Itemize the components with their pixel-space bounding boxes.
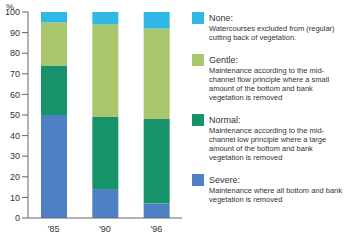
html-text:Maintenance according to the m: Maintenance according to the mid-channel… — [209, 126, 327, 162]
svg-text:'90: '90 — [99, 224, 111, 234]
html-text:Normal:: Normal: — [209, 115, 241, 125]
svg-text:'85: '85 — [48, 224, 60, 234]
svg-text:80: 80 — [10, 48, 20, 58]
html-text:Maintenance where all bottom a: Maintenance where all bottom and bank ve… — [209, 186, 342, 204]
svg-text:'96: '96 — [150, 224, 162, 234]
svg-text:100: 100 — [8, 7, 20, 17]
svg-text:20: 20 — [10, 172, 20, 182]
html-text:None:: None: — [209, 13, 233, 23]
html-text:Watercourses excluded from (re: Watercourses excluded from (regular) cut… — [209, 24, 335, 42]
svg-text:60: 60 — [10, 90, 20, 100]
svg-text:10: 10 — [10, 193, 20, 203]
svg-text:30: 30 — [10, 151, 20, 161]
svg-text:90: 90 — [10, 28, 20, 38]
svg-text:40: 40 — [10, 131, 20, 141]
html-text:Maintenance according to the m: Maintenance according to the mid-channel… — [209, 66, 330, 102]
svg-text:70: 70 — [10, 69, 20, 79]
html-text:Severe:: Severe: — [209, 175, 240, 185]
svg-text:0: 0 — [15, 213, 20, 223]
svg-text:50: 50 — [10, 110, 20, 120]
html-text:Gentle:: Gentle: — [209, 55, 238, 65]
